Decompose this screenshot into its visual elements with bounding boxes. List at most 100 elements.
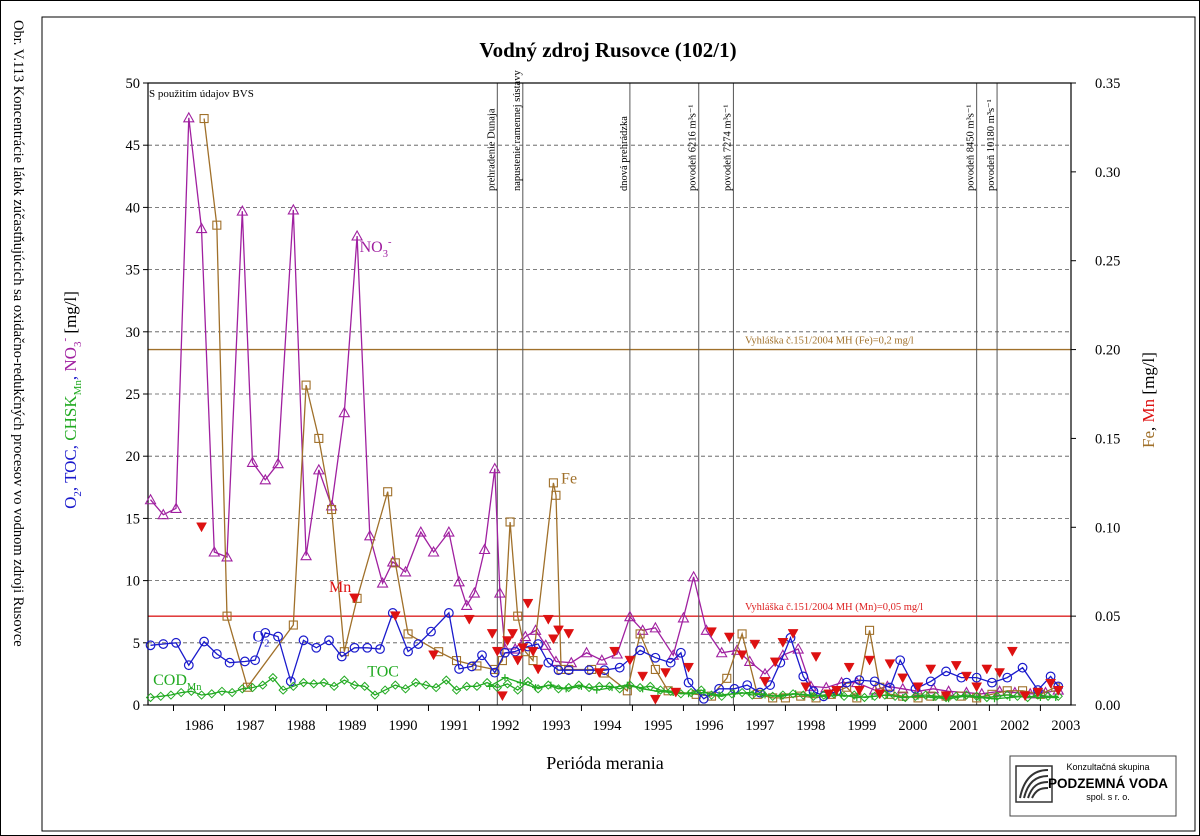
data-point-mn — [553, 625, 564, 636]
data-point-o2 — [362, 642, 373, 653]
data-point-codmn — [654, 687, 662, 695]
data-point-o2 — [635, 645, 645, 656]
data-point-mn — [637, 671, 649, 682]
data-point-toc — [186, 686, 197, 697]
data-point-codmn — [899, 694, 907, 702]
data-point-no3 — [519, 630, 532, 642]
data-point-codmn — [532, 684, 540, 692]
y-left-tick-label: 10 — [126, 574, 141, 590]
series-line-o2 — [150, 611, 1059, 700]
data-point-codmn — [562, 685, 570, 693]
data-point-o2 — [533, 639, 544, 649]
series-codmn — [486, 674, 1060, 703]
data-point-mn — [994, 668, 1006, 679]
data-point-no3 — [272, 457, 284, 469]
y-left-tick-label: 15 — [126, 511, 141, 527]
series-label: CODMn — [153, 672, 202, 693]
data-point-codmn — [516, 679, 524, 687]
data-point-fe — [865, 625, 875, 635]
data-point-no3 — [208, 545, 221, 557]
plot-area: Vyhláška č.151/2004 MH (Fe)=0,2 mg/l Vyhl… — [126, 70, 1121, 734]
data-point-no3 — [414, 525, 427, 537]
data-point-mn — [496, 691, 508, 702]
source-note: S použitím údajov BVS — [149, 88, 254, 100]
x-tick-label: 1988 — [286, 718, 315, 734]
data-point-fe — [548, 478, 558, 488]
data-point-no3 — [300, 549, 313, 561]
data-point-codmn — [730, 690, 738, 698]
data-point-codmn — [807, 691, 815, 699]
data-point-toc — [451, 685, 462, 695]
data-point-mn — [706, 627, 717, 638]
data-point-codmn — [991, 695, 999, 703]
data-point-codmn — [868, 692, 876, 700]
data-point-o2 — [614, 662, 625, 673]
series-mn — [196, 522, 1064, 705]
data-point-mn — [486, 629, 498, 639]
data-point-toc — [360, 681, 370, 692]
data-point-mn — [491, 646, 503, 657]
data-point-fe — [390, 558, 400, 568]
y-left-tick-label: 45 — [126, 138, 141, 154]
data-point-fe — [301, 380, 311, 390]
data-point-o2 — [454, 664, 464, 674]
data-point-codmn — [685, 690, 693, 698]
y-left-tick-label: 30 — [126, 325, 141, 341]
y-right-tick-label: 0.05 — [1095, 609, 1120, 625]
data-point-no3 — [195, 222, 208, 234]
x-tick-label: 1989 — [337, 718, 366, 734]
data-point-no3 — [896, 682, 909, 694]
data-point-o2 — [869, 676, 880, 687]
x-tick-label: 1986 — [184, 718, 213, 734]
data-point-o2 — [349, 642, 360, 653]
data-point-toc — [849, 690, 859, 700]
y-left-tick-label: 0 — [133, 698, 140, 714]
data-point-no3 — [623, 610, 636, 622]
data-point-mn — [800, 682, 812, 693]
data-point-o2 — [403, 646, 413, 657]
series-label: NO3- — [360, 237, 392, 260]
y-right-tick-label: 0.10 — [1095, 520, 1120, 536]
data-point-fe — [722, 673, 732, 683]
data-point-o2 — [426, 626, 436, 637]
data-point-codmn — [883, 691, 891, 699]
data-point-no3 — [539, 639, 552, 650]
data-point-mn — [683, 662, 694, 673]
x-tick-label: 1991 — [439, 718, 468, 734]
data-point-o2 — [171, 637, 181, 648]
data-point-mn — [787, 629, 799, 639]
data-point-o2 — [925, 676, 936, 687]
x-tick-label: 2000 — [898, 718, 927, 734]
data-point-o2 — [273, 631, 283, 642]
data-point-o2 — [798, 671, 809, 682]
data-point-o2 — [755, 687, 765, 698]
data-point-no3 — [453, 575, 466, 587]
data-point-toc — [421, 680, 431, 690]
data-point-codmn — [960, 692, 968, 700]
data-point-o2 — [466, 661, 477, 672]
data-point-no3 — [399, 565, 412, 577]
data-point-o2 — [665, 657, 676, 668]
data-point-o2 — [543, 657, 554, 668]
data-point-mn — [522, 598, 534, 609]
data-point-mn — [971, 682, 983, 693]
data-point-mn — [1006, 646, 1018, 657]
data-point-mn — [349, 593, 360, 604]
company-logo: Konzultačná skupina PODZEMNÁ VODA spol. … — [1009, 755, 1177, 817]
data-point-o2 — [584, 665, 595, 676]
data-point-fe — [768, 693, 778, 703]
data-point-fe — [885, 689, 895, 699]
event-label: povodeň 7274 m³s⁻¹ — [722, 104, 733, 191]
data-point-no3 — [427, 545, 440, 557]
data-point-mn — [649, 694, 661, 705]
data-point-toc — [268, 672, 278, 683]
data-point-toc — [513, 685, 523, 695]
data-point-toc — [319, 677, 329, 688]
y-left-tick-label: 50 — [126, 76, 141, 92]
data-point-mn — [517, 643, 529, 654]
data-point-mn — [1019, 691, 1031, 702]
data-point-codmn — [715, 691, 723, 699]
data-point-mn — [874, 689, 886, 700]
data-point-o2 — [285, 676, 296, 687]
